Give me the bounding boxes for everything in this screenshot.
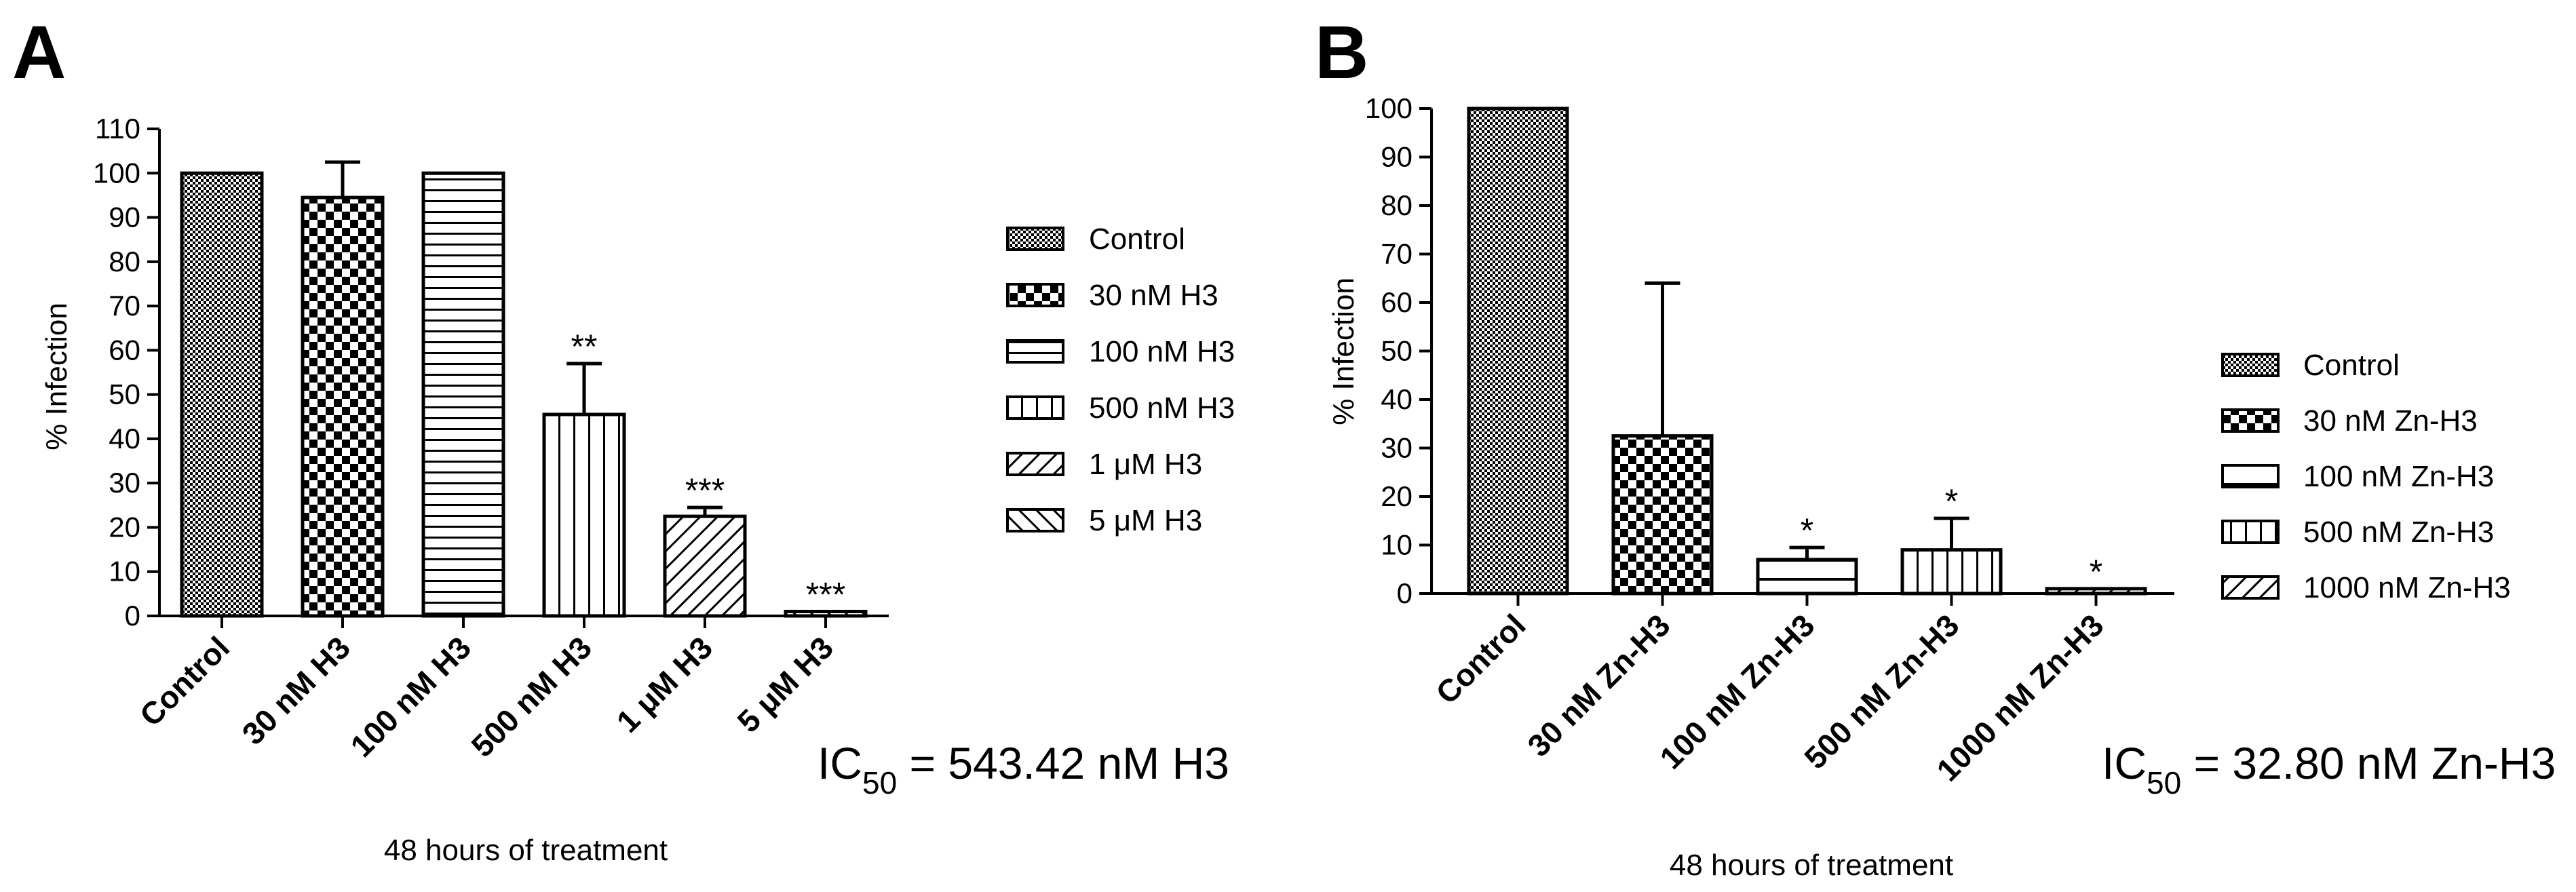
- y-tick-label: 60: [1381, 286, 1412, 318]
- bar: [1900, 548, 2003, 596]
- ic50-value: = 32.80 nM Zn-H3: [2181, 738, 2556, 788]
- y-tick-label: 10: [1381, 529, 1412, 561]
- y-tick-label: 100: [1365, 92, 1412, 124]
- legend-swatch: [1006, 508, 1064, 532]
- y-tick-label: 0: [125, 600, 140, 632]
- legend-swatch: [1006, 283, 1064, 307]
- ic50-annotation: IC50 = 543.42 nM H3: [818, 738, 1229, 800]
- category-label: 5 μM H3: [731, 629, 841, 739]
- category-label: 1 μM H3: [610, 629, 720, 739]
- bar: [180, 171, 264, 618]
- legend-swatch: [1006, 452, 1064, 476]
- category-label: 100 nM H3: [343, 629, 478, 764]
- significance-label: ***: [806, 575, 845, 613]
- y-axis-title: % Infection: [40, 303, 73, 450]
- bar: [663, 514, 747, 618]
- y-tick-label: 80: [1381, 189, 1412, 221]
- y-tick-label: 20: [109, 511, 140, 543]
- legend-label: Control: [2303, 349, 2400, 382]
- bar: [421, 171, 505, 618]
- legend-swatch: [2221, 464, 2280, 488]
- chart-panel-a: A 0 10 20 30 40 50 60 70 80 90 100 110 % Infection Con…: [12, 11, 1235, 867]
- legend-label: 500 nM Zn-H3: [2303, 516, 2494, 549]
- bar: [1467, 106, 1569, 596]
- y-tick-label: 60: [109, 334, 140, 366]
- ic50-value: = 543.42 nM H3: [897, 738, 1229, 788]
- legend-swatch: [2221, 575, 2280, 600]
- y-tick-label: 40: [109, 423, 140, 454]
- bar: [542, 412, 626, 618]
- legend-label: 100 nM Zn-H3: [2303, 460, 2494, 493]
- y-tick-label: 110: [95, 113, 140, 144]
- legend-swatch: [1006, 227, 1064, 251]
- legend-swatch: [1006, 339, 1064, 364]
- y-tick-label: 50: [1381, 335, 1412, 367]
- significance-label: **: [571, 328, 598, 366]
- legend-label: Control: [1089, 222, 1185, 256]
- significance-label: *: [2090, 553, 2102, 591]
- chart-panel-b: B 0 10 20 30 40 50 60 70 80 90 100 % Infection Contro…: [1315, 11, 2556, 882]
- bar: [1756, 558, 1858, 596]
- significance-label: *: [1801, 511, 1813, 549]
- y-tick-label: 90: [109, 201, 140, 233]
- legend-swatch: [2221, 353, 2280, 377]
- y-tick-label: 50: [109, 379, 140, 410]
- ic50-annotation: IC50 = 32.80 nM Zn-H3: [2102, 738, 2556, 800]
- ic50-prefix: IC: [2102, 738, 2147, 788]
- x-axis-title: 48 hours of treatment: [384, 834, 668, 867]
- y-tick-label: 70: [109, 290, 140, 322]
- legend-label: 30 nM Zn-H3: [2303, 404, 2478, 438]
- x-axis-title: 48 hours of treatment: [1670, 849, 1953, 882]
- category-label: 100 nM Zn-H3: [1653, 607, 1821, 775]
- y-tick-label: 80: [109, 246, 140, 277]
- y-tick-label: 0: [1397, 577, 1412, 609]
- significance-label: ***: [685, 471, 725, 509]
- category-label: Control: [133, 629, 236, 733]
- category-label: 30 nM Zn-H3: [1520, 607, 1676, 763]
- y-tick-label: 100: [93, 157, 140, 189]
- bar: [1611, 434, 1714, 596]
- y-tick-label: 30: [109, 467, 140, 499]
- legend-label: 30 nM H3: [1089, 279, 1218, 312]
- category-label: 500 nM H3: [464, 629, 598, 764]
- legend-label: 500 nM H3: [1089, 391, 1235, 425]
- significance-label: *: [1945, 482, 1958, 520]
- legend-swatch: [2221, 520, 2280, 544]
- y-tick-label: 20: [1381, 480, 1412, 512]
- y-axis-title: % Infection: [1327, 277, 1360, 425]
- legend-label: 5 μM H3: [1089, 504, 1202, 537]
- legend-swatch: [2221, 408, 2280, 433]
- category-label: 500 nM Zn-H3: [1797, 607, 1965, 775]
- category-label: Control: [1429, 607, 1532, 710]
- legend-label: 1000 nM Zn-H3: [2303, 571, 2511, 604]
- legend-swatch: [1006, 395, 1064, 420]
- ic50-subscript: 50: [862, 765, 897, 800]
- y-tick-label: 90: [1381, 141, 1412, 173]
- bar: [301, 195, 385, 618]
- y-tick-label: 40: [1381, 383, 1412, 415]
- category-label: 30 nM H3: [235, 629, 357, 752]
- y-tick-label: 10: [109, 556, 140, 587]
- panel-letter: B: [1315, 11, 1368, 94]
- legend-label: 100 nM H3: [1089, 335, 1235, 368]
- legend-label: 1 μM H3: [1089, 448, 1202, 481]
- y-tick-label: 30: [1381, 432, 1412, 464]
- y-tick-label: 70: [1381, 238, 1412, 270]
- panel-letter: A: [12, 11, 66, 94]
- ic50-subscript: 50: [2147, 765, 2181, 800]
- ic50-prefix: IC: [818, 738, 862, 788]
